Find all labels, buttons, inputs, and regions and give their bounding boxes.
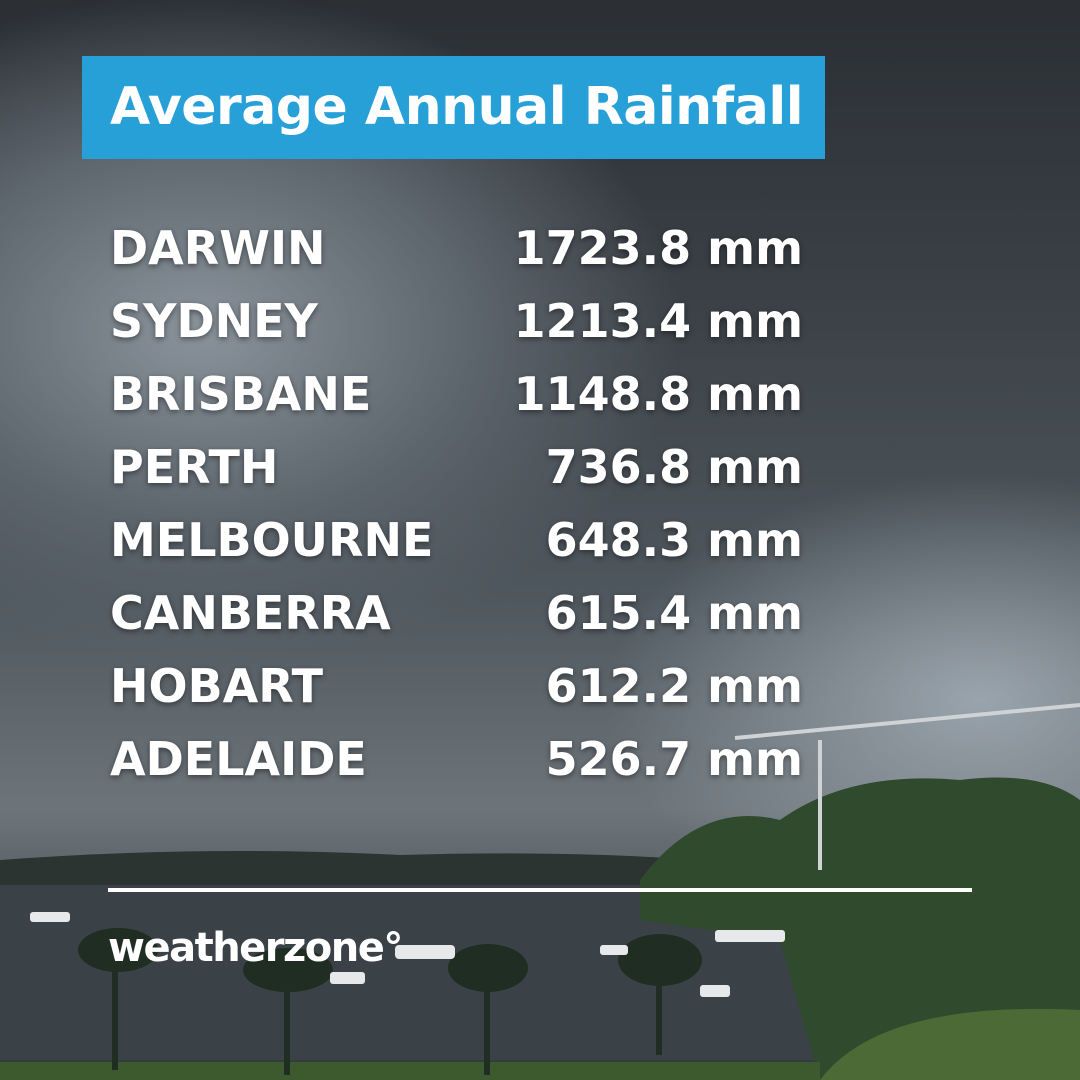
rainfall-value: 648.3 mm bbox=[545, 513, 803, 567]
table-row: DARWIN 1723.8 mm bbox=[110, 218, 803, 278]
far-shore bbox=[0, 851, 700, 885]
table-row: MELBOURNE 648.3 mm bbox=[110, 510, 803, 570]
garden bbox=[820, 1008, 1080, 1080]
city-name: CANBERRA bbox=[110, 586, 391, 640]
table-row: HOBART 612.2 mm bbox=[110, 656, 803, 716]
crane-jib bbox=[734, 703, 1080, 740]
trees bbox=[640, 777, 1080, 1080]
palms bbox=[78, 928, 702, 1075]
city-name: HOBART bbox=[110, 659, 323, 713]
rainfall-value: 1148.8 mm bbox=[513, 367, 803, 421]
city-name: ADELAIDE bbox=[110, 732, 367, 786]
table-row: CANBERRA 615.4 mm bbox=[110, 583, 803, 643]
city-name: BRISBANE bbox=[110, 367, 372, 421]
table-row: PERTH 736.8 mm bbox=[110, 437, 803, 497]
divider bbox=[108, 888, 972, 892]
rainfall-value: 526.7 mm bbox=[545, 732, 803, 786]
city-name: MELBOURNE bbox=[110, 513, 434, 567]
lawn bbox=[0, 1062, 820, 1080]
table-row: SYDNEY 1213.4 mm bbox=[110, 291, 803, 351]
brand-logo: weatherzone° bbox=[108, 925, 403, 971]
table-row: ADELAIDE 526.7 mm bbox=[110, 729, 803, 789]
title: Average Annual Rainfall bbox=[110, 77, 804, 137]
city-name: DARWIN bbox=[110, 221, 326, 275]
rainfall-value: 736.8 mm bbox=[545, 440, 803, 494]
rainfall-value: 612.2 mm bbox=[545, 659, 803, 713]
title-banner bbox=[82, 56, 825, 159]
rainfall-value: 1723.8 mm bbox=[513, 221, 803, 275]
table-row: BRISBANE 1148.8 mm bbox=[110, 364, 803, 424]
rainfall-value: 615.4 mm bbox=[545, 586, 803, 640]
boats bbox=[30, 912, 785, 997]
city-name: SYDNEY bbox=[110, 294, 318, 348]
rainfall-value: 1213.4 mm bbox=[513, 294, 803, 348]
city-name: PERTH bbox=[110, 440, 279, 494]
